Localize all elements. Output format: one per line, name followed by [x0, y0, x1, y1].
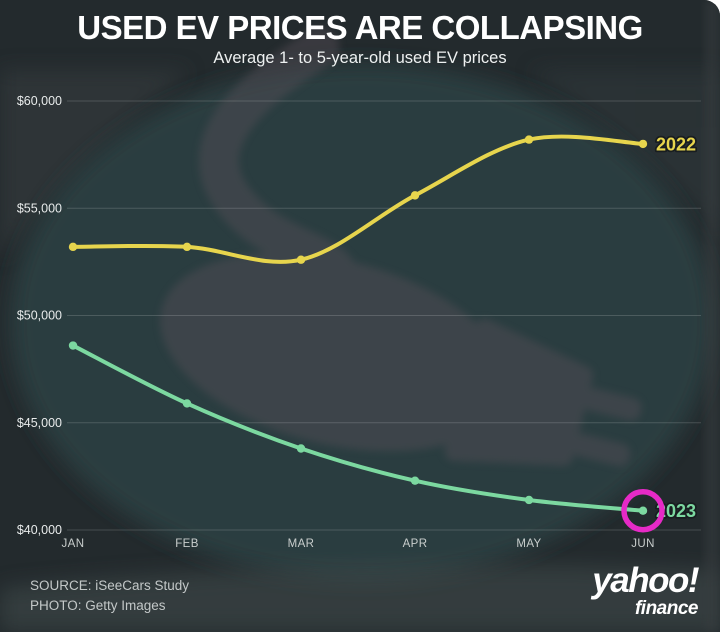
- pavement-patch-top-left: [0, 70, 190, 260]
- data-point-2022: [410, 191, 420, 200]
- finance-logo-wordmark: finance: [634, 598, 699, 619]
- x-axis-tick-label: APR: [403, 538, 428, 550]
- series-end-label-2022: 2022: [656, 134, 696, 154]
- y-axis-tick-label: $60,000: [17, 94, 62, 108]
- data-point-2023: [182, 399, 192, 408]
- data-point-2023: [410, 476, 420, 485]
- series-line-2022: [71, 134, 645, 264]
- plug-prong-bottom: [570, 433, 631, 467]
- source-credit: SOURCE: iSeeCars Study PHOTO: Getty Imag…: [30, 576, 189, 617]
- data-point-2022: [68, 242, 78, 252]
- y-axis-tick-label: $45,000: [17, 416, 62, 430]
- x-axis-tick-label: JUN: [631, 538, 655, 550]
- plug-prong-top: [582, 388, 642, 421]
- page-title: USED EV PRICES ARE COLLAPSING: [77, 9, 643, 46]
- data-point-2023: [524, 495, 534, 505]
- data-point-2022: [182, 242, 192, 252]
- page-subtitle: Average 1- to 5-year-old used EV prices: [213, 49, 507, 68]
- yahoo-finance-logo: yahoo! finance: [592, 561, 699, 620]
- y-axis-tick-label: $55,000: [17, 201, 62, 215]
- data-point-2022: [638, 139, 648, 149]
- header: USED EV PRICES ARE COLLAPSING Average 1-…: [0, 0, 720, 68]
- data-point-2022: [296, 255, 306, 264]
- y-axis-tick-label: $50,000: [17, 309, 62, 323]
- highlight-circle-annotation: [621, 488, 665, 533]
- plug-head: [444, 318, 594, 466]
- series-line-2023: [71, 343, 645, 513]
- x-axis-tick-label: MAY: [516, 538, 541, 550]
- data-point-2023: [638, 506, 648, 515]
- ev-plug-silhouette-icon: [160, 27, 642, 467]
- x-axis-tick-label: MAR: [288, 538, 315, 550]
- yahoo-logo-wordmark: yahoo!: [592, 561, 699, 601]
- series-end-label-2023: 2023: [656, 501, 696, 521]
- pavement-patch-top-right: [530, 70, 720, 230]
- x-axis-tick-label: FEB: [175, 538, 199, 550]
- source-line: SOURCE: iSeeCars Study: [30, 577, 190, 593]
- pavement-band-bottom: [0, 564, 720, 632]
- y-axis-tick-label: $40,000: [17, 523, 62, 537]
- data-point-2023: [68, 341, 78, 350]
- data-point-2023: [296, 444, 306, 453]
- x-axis-tick-label: JAN: [62, 538, 85, 550]
- plug-body: [160, 253, 509, 452]
- photo-credit-line: PHOTO: Getty Images: [30, 597, 166, 613]
- pavement-strip-right: [704, 0, 720, 632]
- data-point-2022: [524, 135, 534, 144]
